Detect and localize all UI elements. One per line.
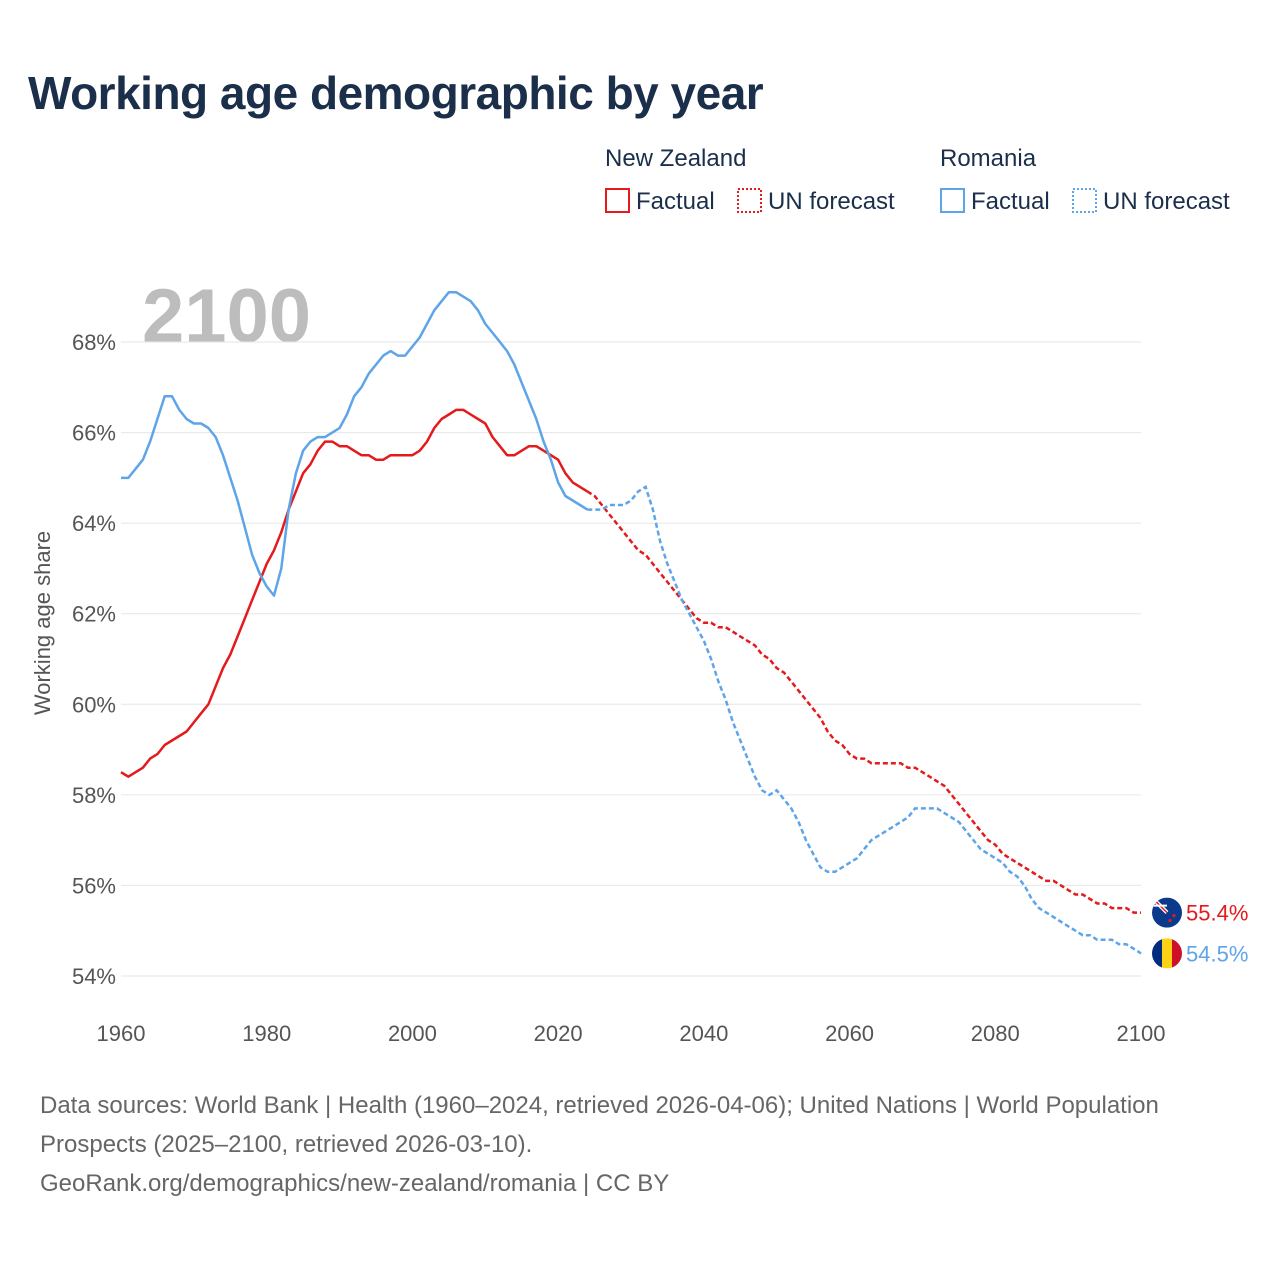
y-tick-label: 62% [72, 602, 116, 627]
y-axis-label: Working age share [30, 531, 55, 715]
romania-flag [1152, 938, 1182, 969]
chart-title: Working age demographic by year [28, 67, 764, 119]
series-end-label: 54.5% [1186, 941, 1248, 966]
legend-factual-swatch [940, 188, 965, 213]
romania-factual-line [121, 290, 588, 597]
grid-lines [121, 341, 1141, 977]
y-tick-label: 68% [72, 330, 116, 355]
legend[interactable]: New Zealand Factual UN forecast Romania Fact… [605, 145, 1230, 215]
x-tick-label: 2000 [388, 1021, 437, 1046]
y-tick-label: 64% [72, 511, 116, 536]
series-end-markers: 55.4% 54.5% [1152, 897, 1248, 969]
legend-country-label: Romania [940, 145, 1037, 172]
legend-country-label: New Zealand [605, 145, 746, 172]
legend-group-new-zealand[interactable]: New Zealand Factual UN forecast [605, 145, 895, 215]
data-sources-note: Data sources: World Bank | Health (1960–… [40, 1092, 1159, 1158]
x-tick-label: 1960 [97, 1021, 146, 1046]
y-tick-label: 60% [72, 692, 116, 717]
new-zealand-factual-line [120, 408, 588, 778]
series-lines [120, 290, 1142, 955]
x-tick-label: 2100 [1117, 1021, 1166, 1046]
y-tick-label: 58% [72, 783, 116, 808]
legend-forecast-swatch [1072, 188, 1097, 213]
new-zealand-forecast-line [586, 490, 1141, 914]
flag-stripe-yellow [1162, 938, 1172, 969]
flag-stripe-red [1172, 938, 1182, 969]
flag-star [1168, 919, 1172, 923]
legend-forecast-label: UN forecast [1103, 188, 1230, 215]
footer: Data sources: World Bank | Health (1960–… [40, 1086, 1220, 1203]
romania-forecast-line [587, 484, 1142, 955]
flag-star [1172, 914, 1176, 918]
new-zealand-flag [1152, 897, 1182, 928]
flag-stripe-blue [1152, 938, 1162, 969]
legend-forecast-label: UN forecast [768, 188, 895, 215]
x-tick-label: 2040 [679, 1021, 728, 1046]
y-tick-label: 54% [72, 964, 116, 989]
legend-factual-label: Factual [636, 188, 715, 215]
x-tick-label: 2080 [971, 1021, 1020, 1046]
legend-factual-swatch [605, 188, 630, 213]
series-end-label: 55.4% [1186, 901, 1248, 926]
legend-group-romania[interactable]: Romania Factual UN forecast [940, 145, 1230, 215]
x-axis-ticks: 1960 1980 2000 2020 2040 2060 2080 2100 [97, 1021, 1166, 1046]
y-tick-label: 56% [72, 873, 116, 898]
year-watermark: 2100 [142, 274, 311, 359]
y-tick-label: 66% [72, 421, 116, 446]
legend-factual-label: Factual [971, 188, 1050, 215]
x-tick-label: 2060 [825, 1021, 874, 1046]
y-axis-ticks: 54% 56% 58% 60% 62% 64% 66% 68% [72, 330, 116, 989]
x-tick-label: 2020 [534, 1021, 583, 1046]
legend-forecast-swatch [737, 188, 762, 213]
source-url[interactable]: GeoRank.org/demographics/new-zealand/rom… [40, 1170, 670, 1197]
x-tick-label: 1980 [242, 1021, 291, 1046]
